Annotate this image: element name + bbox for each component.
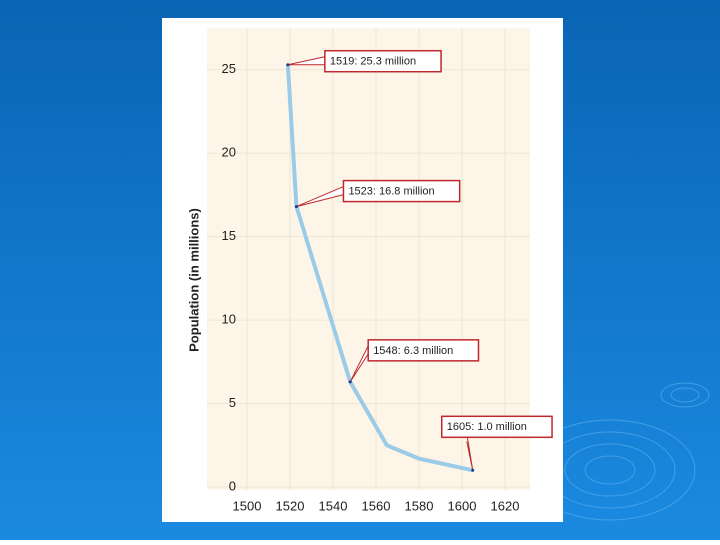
point: [286, 63, 290, 67]
y-axis-label: Population (in millions): [186, 208, 201, 352]
x-tick-label: 1560: [362, 498, 391, 513]
x-tick-label: 1540: [319, 498, 348, 513]
data-label: 1519: 25.3 million: [330, 56, 416, 68]
y-tick-label: 10: [222, 312, 236, 327]
callout-box: [441, 415, 553, 439]
data-label: 1548: 6.3 million: [373, 345, 453, 357]
callout-box: [367, 339, 480, 362]
point: [471, 468, 475, 472]
x-tick-label: 1520: [276, 498, 305, 513]
point: [294, 205, 298, 209]
point: [348, 380, 352, 384]
callout-box: [324, 49, 442, 73]
callout-box: [342, 179, 461, 203]
x-tick-label: 1500: [233, 498, 262, 513]
data-line: [285, 64, 474, 473]
x-tick-label: 1620: [491, 498, 520, 513]
y-tick-label: 15: [222, 228, 236, 243]
y-tick-label: 5: [229, 395, 236, 410]
data-label: 1523: 16.8 million: [348, 185, 434, 197]
y-tick-label: 20: [222, 145, 236, 160]
x-tick-label: 1600: [448, 498, 477, 513]
x-tick-label: 1580: [405, 498, 434, 513]
data-label: 1605: 1.0 million: [447, 421, 527, 433]
y-tick-label: 0: [229, 478, 236, 493]
y-tick-label: 25: [222, 61, 236, 76]
